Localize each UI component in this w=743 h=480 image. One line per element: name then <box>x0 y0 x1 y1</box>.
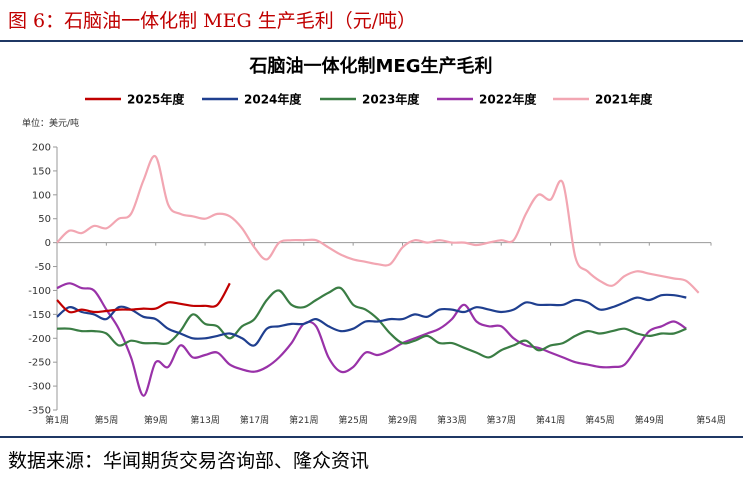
chart-title: 石脑油一体化制MEG生产毛利 <box>249 55 493 77</box>
chart-axes: 200150100500-50-100-150-200-250-300-350第… <box>28 143 725 427</box>
x-tick-label: 第5周 <box>94 414 118 426</box>
y-tick-label: -250 <box>28 358 51 369</box>
legend-label: 2021年度 <box>595 92 653 107</box>
x-tick-label: 第29周 <box>388 414 417 426</box>
x-tick-label: 第17周 <box>240 414 269 426</box>
y-tick-label: -150 <box>28 310 51 321</box>
legend-label: 2024年度 <box>244 92 302 107</box>
y-tick-label: 100 <box>32 190 51 201</box>
chart-series <box>56 154 700 397</box>
y-tick-label: 200 <box>32 143 51 154</box>
y-tick-label: -50 <box>35 262 51 273</box>
y-tick-label: 150 <box>32 166 51 177</box>
series-line-2024年度 <box>56 293 687 347</box>
figure-caption-text: 图 6：石脑油一体化制 MEG 生产毛利（元/吨） <box>8 10 417 32</box>
series-line-2021年度 <box>56 154 700 294</box>
series-line-2025年度 <box>56 282 231 314</box>
line-chart: 石脑油一体化制MEG生产毛利 2025年度 2024年度 2023年度 2022年度 2… <box>22 55 726 427</box>
x-tick-label: 第45周 <box>585 414 614 426</box>
x-tick-label: 第1周 <box>45 414 69 426</box>
y-tick-label: 50 <box>38 214 51 225</box>
y-axis-unit-label: 单位：美元/吨 <box>22 117 79 129</box>
x-tick-label: 第49周 <box>635 414 664 426</box>
x-tick-label: 第13周 <box>190 414 219 426</box>
series-line-2023年度 <box>56 286 687 359</box>
figure-caption: 图 6：石脑油一体化制 MEG 生产毛利（元/吨） <box>0 0 743 42</box>
x-tick-label: 第21周 <box>289 414 318 426</box>
x-tick-label: 第41周 <box>536 414 565 426</box>
chart-area: 石脑油一体化制MEG生产毛利 2025年度 2024年度 2023年度 2022年度 2… <box>0 40 743 436</box>
x-tick-label: 第25周 <box>338 414 367 426</box>
y-tick-label: -200 <box>28 334 51 345</box>
y-tick-label: -350 <box>28 406 51 417</box>
legend-label: 2022年度 <box>479 92 537 107</box>
y-tick-label: -300 <box>28 382 51 393</box>
legend-label: 2025年度 <box>127 92 185 107</box>
y-tick-label: 0 <box>45 238 51 249</box>
source-footer: 数据来源：华闻期货交易咨询部、隆众资讯 <box>0 436 743 480</box>
chart-legend: 2025年度 2024年度 2023年度 2022年度 2021年度 <box>85 92 653 107</box>
legend-label: 2023年度 <box>362 92 420 107</box>
source-text: 数据来源：华闻期货交易咨询部、隆众资讯 <box>8 450 370 472</box>
y-tick-label: -100 <box>28 286 51 297</box>
series-line-2022年度 <box>56 282 687 397</box>
x-tick-label: 第37周 <box>486 414 515 426</box>
x-tick-label: 第9周 <box>144 414 168 426</box>
x-tick-label: 第54周 <box>696 414 725 426</box>
x-tick-label: 第33周 <box>437 414 466 426</box>
